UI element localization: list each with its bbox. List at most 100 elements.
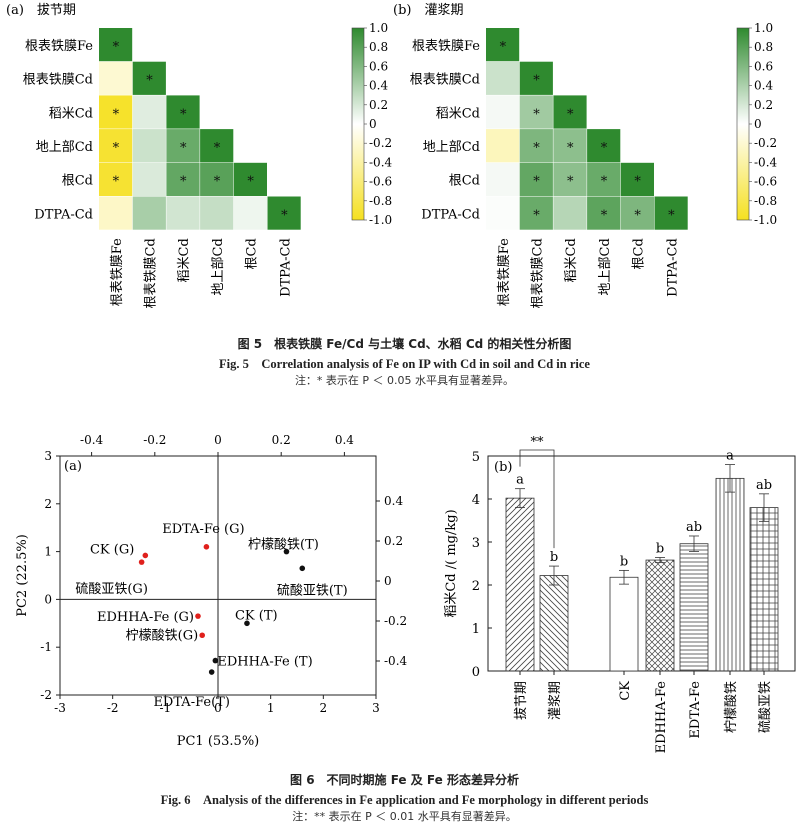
heatmap-cell (99, 28, 133, 62)
heatmap-cell (519, 162, 553, 196)
significance-mark: * (180, 175, 187, 190)
pca-point-label: 柠檬酸铁(G) (126, 628, 199, 643)
colorbar-tick-label: -0.4 (369, 155, 393, 169)
significance-letter: ab (756, 478, 772, 493)
pca-point (212, 657, 219, 664)
y-tick-label: 0 (44, 592, 52, 606)
heatmap-cell (132, 129, 166, 163)
column-label: 根表铁膜Cd (144, 238, 159, 308)
panel-label: (a) (64, 459, 82, 474)
significance-mark: * (601, 141, 608, 156)
significance-mark: * (533, 107, 540, 122)
colorbar-tick-label: -0.8 (369, 194, 392, 208)
column-label: 根表铁膜Cd (531, 238, 546, 308)
pca-point-label: EDHHA-Fe (G) (97, 610, 194, 625)
colorbar-tick-label: -0.8 (754, 194, 777, 208)
significance-mark: * (113, 107, 120, 122)
pca-point (208, 669, 215, 675)
significance-mark: * (634, 175, 641, 190)
significance-mark: * (247, 175, 254, 190)
colorbar-tick-label: 0.4 (369, 79, 388, 93)
pca-point-label: 柠檬酸铁(T) (248, 538, 319, 553)
significance-letter: a (516, 473, 524, 488)
colorbar-tick-label: -1.0 (369, 213, 392, 227)
y-tick-label: 3 (472, 536, 480, 551)
heatmap-cell (587, 162, 621, 196)
right-tick-label: 0.4 (384, 494, 403, 508)
significance-mark: * (214, 175, 221, 190)
colorbar-tick-label: -1.0 (754, 213, 777, 227)
column-label: 稻米Cd (177, 238, 192, 282)
heatmap-cell (166, 95, 200, 129)
top-tick-label: 0.4 (335, 433, 354, 447)
fig5-caption-cn: 图 5 根表铁膜 Fe/Cd 与土壤 Cd、水稻 Cd 的相关性分析图 (237, 337, 572, 351)
significance-mark: * (533, 141, 540, 156)
bar (609, 576, 639, 672)
x-tick-label: -1 (159, 701, 171, 715)
significance-mark: * (567, 141, 574, 156)
top-tick-label: 0.2 (272, 433, 291, 447)
bar (539, 575, 569, 672)
colorbar-tick-label: -0.6 (754, 175, 777, 189)
significance-mark: * (281, 208, 288, 223)
pca-point (283, 548, 290, 555)
row-label: 根表铁膜Fe (25, 39, 93, 54)
significance-mark: * (634, 208, 641, 223)
top-tick-label: -0.4 (80, 433, 104, 447)
pca-point (299, 565, 306, 572)
x-tick-label: 柠檬酸铁 (724, 681, 739, 733)
pca-point-label: EDTA-Fe (G) (162, 522, 244, 537)
significance-mark: * (567, 175, 574, 190)
colorbar-tick-label: -0.4 (754, 155, 778, 169)
pca-point (138, 559, 145, 565)
heatmap-cell (233, 196, 267, 230)
x-tick-label: 1 (267, 701, 275, 715)
column-label: 稻米Cd (564, 238, 579, 282)
significance-letter: b (550, 550, 558, 565)
column-label: 根表铁膜Fe (497, 238, 512, 306)
pca-point (142, 552, 149, 559)
colorbar-tick-label: -0.2 (754, 136, 777, 150)
x-tick-label: EDHHA-Fe (654, 681, 669, 754)
pca-point-label: EDHHA-Fe (T) (217, 655, 312, 670)
row-label: 根表铁膜Fe (412, 39, 480, 54)
pca-point-label: EDTA-Fe(T) (153, 695, 229, 710)
significance-mark: * (533, 175, 540, 190)
x-tick-label: 灌浆期 (548, 681, 563, 720)
bar (505, 497, 535, 672)
heatmap-cell (553, 95, 587, 129)
fig5-caption-en: Fig. 5 Correlation analysis of Fe on IP … (219, 357, 590, 371)
colorbar (736, 27, 750, 221)
y-tick-label: 3 (44, 449, 52, 463)
significance-mark: * (113, 175, 120, 190)
x-tick-label: 拔节期 (514, 681, 529, 720)
heatmap-cell (654, 196, 688, 230)
significance-bracket (519, 449, 555, 549)
right-tick-label: -0.2 (384, 614, 407, 628)
fig6-caption-en: Fig. 6 Analysis of the differences in Fe… (160, 793, 649, 807)
colorbar-tick-label: 0.2 (369, 98, 388, 112)
colorbar-tick-label: 0.2 (754, 98, 773, 112)
significance-mark: * (214, 141, 221, 156)
heatmap-cell (519, 61, 553, 95)
significance-mark: * (180, 107, 187, 122)
x-tick-label: -2 (107, 701, 119, 715)
y-tick-label: 1 (472, 622, 480, 637)
significance-letter: ab (686, 520, 702, 535)
y-tick-label: -2 (40, 688, 52, 702)
colorbar-tick-label: 0 (369, 117, 377, 131)
x-tick-label: 硫酸亚铁 (758, 681, 773, 733)
pca-point-label: 硫酸亚铁(T) (277, 583, 348, 598)
heatmap-cell (166, 162, 200, 196)
bar (715, 477, 745, 672)
x-tick-label: EDTA-Fe (688, 681, 703, 739)
heatmap-cell (99, 162, 133, 196)
heatmap-cell (486, 129, 520, 163)
significance-mark: * (567, 107, 574, 122)
heatmap-cell (166, 129, 200, 163)
panel-label: (b) (494, 460, 512, 475)
heatmap-cell (486, 162, 520, 196)
heatmap-cell (486, 28, 520, 62)
pca-point-label: CK (G) (90, 542, 134, 557)
